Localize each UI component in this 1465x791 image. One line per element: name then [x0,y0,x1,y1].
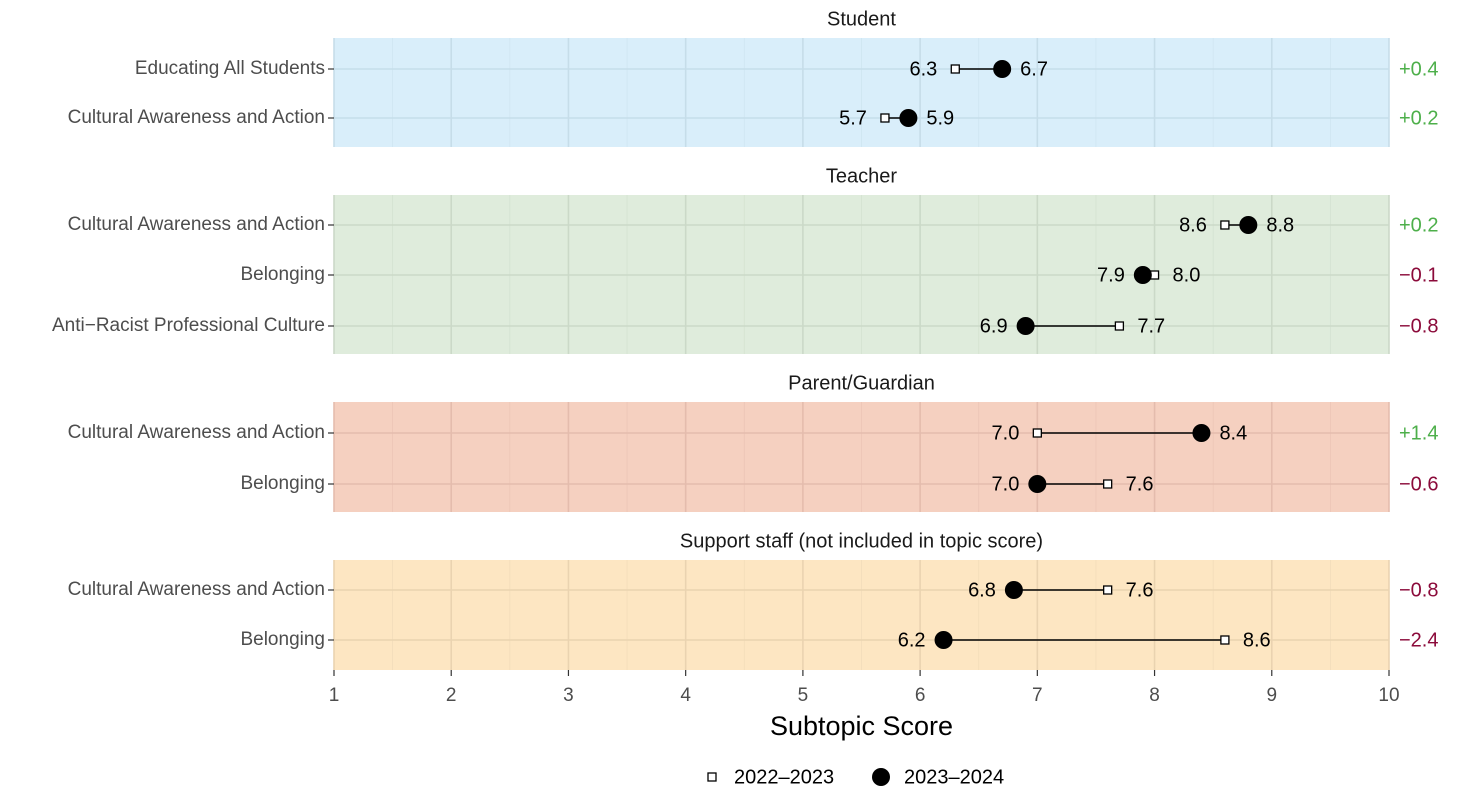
category-label: Cultural Awareness and Action [68,107,325,128]
category-label: Cultural Awareness and Action [68,579,325,600]
value-label: 6.8 [968,579,996,601]
facet-title: Support staff (not included in topic sco… [680,530,1043,552]
legend-label-2022-2023: 2022–2023 [734,766,834,788]
category-label: Educating All Students [135,58,325,79]
point-2022-2023 [1103,585,1113,595]
value-label: 7.0 [992,473,1020,495]
value-label: 6.2 [898,629,926,651]
x-tick-label: 1 [329,685,340,706]
point-2022-2023 [1220,635,1230,645]
category-label: Belonging [240,629,325,650]
legend-marker-2023-2024 [872,768,890,786]
value-label: 8.6 [1179,214,1207,236]
x-tick-label: 6 [915,685,926,706]
point-2022-2023 [1032,428,1042,438]
point-2023-2024 [1239,216,1258,234]
point-2022-2023 [950,64,960,74]
difference-label: −2.4 [1399,629,1438,651]
x-tick-label: 3 [563,685,574,706]
category-label: Belonging [240,473,325,494]
x-tick-label: 7 [1032,685,1043,706]
point-2023-2024 [1192,424,1211,442]
value-label: 5.7 [839,107,867,129]
value-label: 6.7 [1020,58,1048,80]
difference-label: −0.8 [1399,315,1438,337]
value-label: 6.9 [980,315,1008,337]
point-2023-2024 [1133,266,1152,284]
value-label: 7.9 [1097,264,1125,286]
point-2023-2024 [1004,581,1023,599]
point-2022-2023 [880,113,890,123]
point-2023-2024 [1016,317,1035,335]
value-label: 8.6 [1243,629,1271,651]
value-label: 8.8 [1266,214,1294,236]
facet-title: Parent/Guardian [788,372,935,394]
x-tick-label: 9 [1266,685,1277,706]
difference-label: +0.2 [1399,107,1438,129]
value-label: 5.9 [926,107,954,129]
difference-label: +1.4 [1399,422,1438,444]
x-tick-label: 10 [1378,685,1399,706]
value-label: 7.0 [992,422,1020,444]
facet-title: Student [827,8,896,30]
point-2022-2023 [1114,321,1125,331]
difference-label: +0.2 [1399,214,1438,236]
legend-label-2023-2024: 2023–2024 [904,766,1004,788]
legend-marker-2022-2023 [707,772,717,782]
difference-label: −0.8 [1399,579,1438,601]
point-2023-2024 [993,60,1012,78]
x-tick-label: 8 [1149,685,1160,706]
value-label: 6.3 [909,58,937,80]
category-label: Anti−Racist Professional Culture [52,315,325,336]
point-2022-2023 [1220,220,1230,230]
point-2023-2024 [934,631,953,649]
x-axis-title: Subtopic Score [770,711,953,741]
point-2023-2024 [899,109,918,127]
point-2022-2023 [1103,479,1113,489]
point-2023-2024 [1028,475,1047,493]
difference-label: −0.1 [1399,264,1438,286]
value-label: 8.4 [1219,422,1247,444]
category-label: Cultural Awareness and Action [68,422,325,443]
value-label: 7.6 [1126,579,1154,601]
value-label: 7.6 [1126,473,1154,495]
x-tick-label: 2 [446,685,457,706]
facet-title: Teacher [826,165,897,187]
category-label: Cultural Awareness and Action [68,214,325,235]
category-label: Belonging [240,264,325,285]
difference-label: −0.6 [1399,473,1438,495]
value-label: 7.7 [1137,315,1165,337]
x-tick-label: 4 [680,685,691,706]
value-label: 8.0 [1173,264,1201,286]
x-tick-label: 5 [798,685,809,706]
difference-label: +0.4 [1399,58,1438,80]
